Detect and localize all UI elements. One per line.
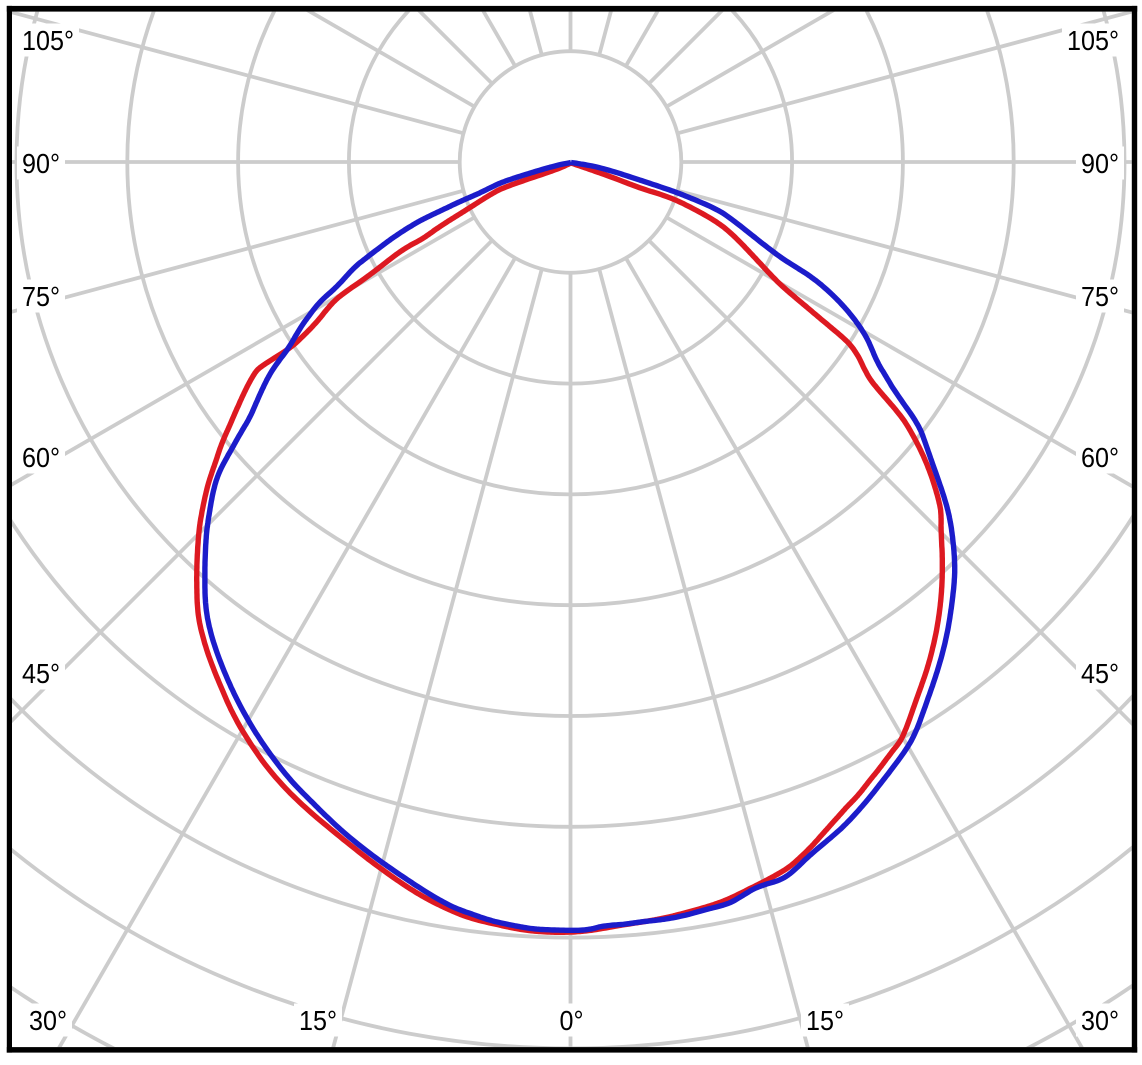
svg-text:30°: 30° <box>29 1005 67 1036</box>
svg-text:105°: 105° <box>22 25 74 56</box>
svg-text:15°: 15° <box>806 1005 844 1036</box>
svg-text:30°: 30° <box>1081 1005 1119 1036</box>
svg-text:75°: 75° <box>1081 281 1119 312</box>
svg-text:90°: 90° <box>22 148 60 179</box>
svg-text:15°: 15° <box>299 1005 337 1036</box>
svg-text:45°: 45° <box>22 658 60 689</box>
svg-text:75°: 75° <box>22 281 60 312</box>
svg-text:60°: 60° <box>22 442 60 473</box>
svg-text:105°: 105° <box>1067 25 1119 56</box>
svg-text:0°: 0° <box>560 1005 584 1036</box>
svg-text:60°: 60° <box>1081 442 1119 473</box>
svg-text:45°: 45° <box>1081 658 1119 689</box>
svg-text:90°: 90° <box>1081 148 1119 179</box>
